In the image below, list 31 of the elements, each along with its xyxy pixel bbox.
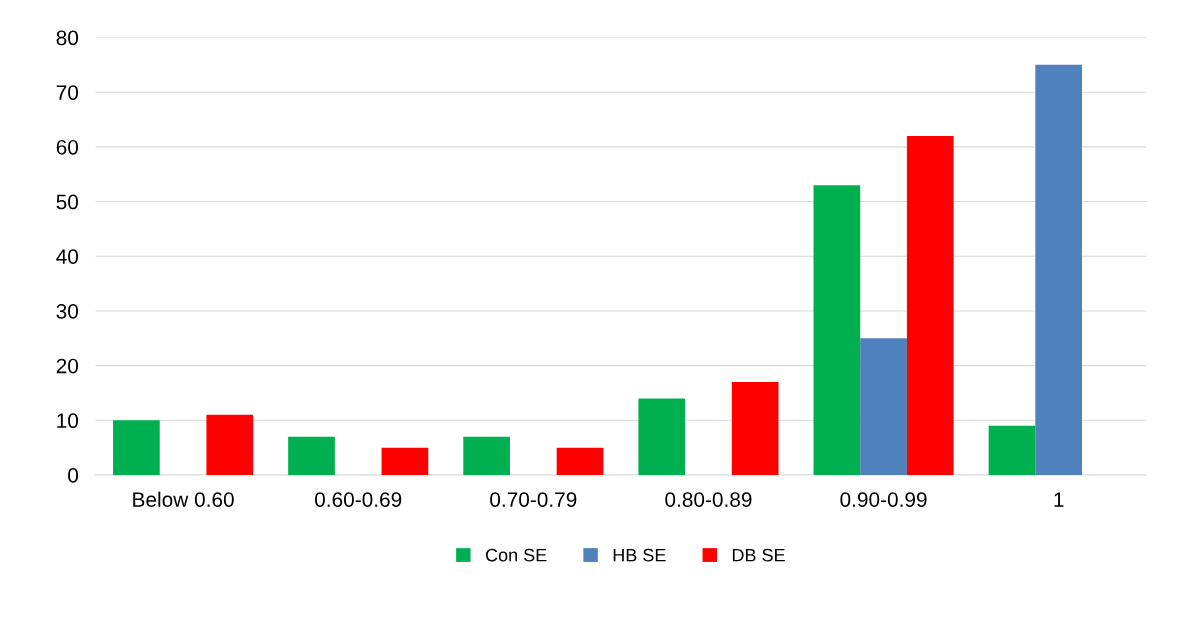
- y-tick-label: 80: [56, 30, 79, 46]
- y-tick-label: 60: [56, 139, 79, 155]
- x-tick-label: 1: [1054, 492, 1064, 507]
- y-tick-label: 20: [56, 358, 79, 374]
- x-tick-label: 0.70-0.79: [490, 492, 577, 507]
- bar: [988, 425, 1036, 475]
- bar: [813, 185, 861, 475]
- bar: [638, 398, 686, 475]
- y-tick-label: 30: [56, 303, 79, 319]
- x-tick-label: 0.80-0.89: [665, 492, 752, 507]
- y-tick-label: 10: [57, 413, 79, 429]
- bar: [381, 447, 429, 475]
- legend-label: Con SE: [485, 548, 547, 562]
- x-tick-label: 0.90-0.99: [840, 492, 927, 507]
- bar: [1035, 64, 1083, 475]
- bar: [556, 447, 604, 475]
- bar: [731, 382, 779, 475]
- bar: [463, 436, 510, 475]
- legend-label: DB SE: [732, 548, 785, 562]
- y-tick-label: 50: [56, 194, 79, 210]
- y-tick-label: 40: [56, 249, 79, 264]
- bar: [860, 338, 907, 475]
- x-tick-label: Below 0.60: [133, 491, 234, 507]
- bar: [906, 135, 954, 475]
- y-tick-label: 70: [56, 85, 79, 100]
- bar: [113, 420, 160, 475]
- bar: [288, 436, 335, 475]
- y-tick-label: 0: [68, 468, 79, 483]
- x-tick-label: 0.60-0.69: [315, 492, 402, 507]
- legend-label: HB SE: [613, 548, 666, 562]
- bar: [206, 414, 254, 475]
